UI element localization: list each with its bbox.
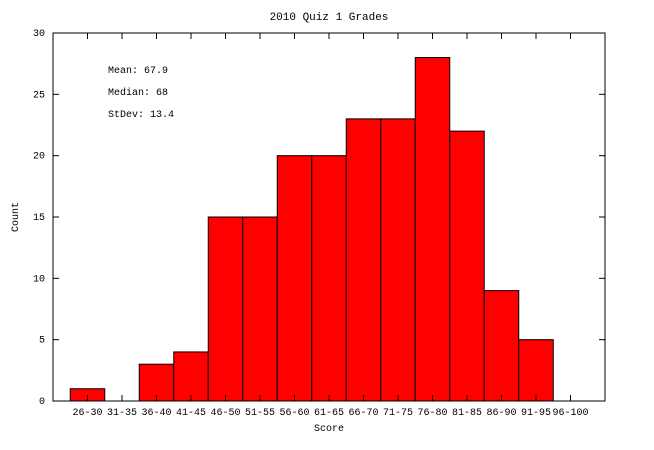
y-tick-label: 0 xyxy=(39,397,45,408)
bar-66-70 xyxy=(345,118,382,402)
y-tick-label: 5 xyxy=(39,336,45,347)
y-tick-label: 15 xyxy=(33,213,45,224)
bar-76-80 xyxy=(414,57,451,402)
bar-36-40 xyxy=(138,363,175,402)
chart-title: 2010 Quiz 1 Grades xyxy=(270,12,389,24)
axes-group: 0 5 10 15 20 25 30 26-30 31-35 36-40 41-45 46-50 51-… xyxy=(33,29,606,419)
bar-86-90 xyxy=(483,290,520,402)
x-tick-label: 61-65 xyxy=(314,408,344,419)
bar-71-75 xyxy=(380,118,416,402)
y-tick-label: 20 xyxy=(33,152,45,163)
y-tick-label: 25 xyxy=(33,90,45,101)
bar-56-60 xyxy=(276,155,313,402)
x-tick-label: 36-40 xyxy=(141,408,171,419)
median-annotation: Median: 68 xyxy=(108,87,168,99)
bar-61-65 xyxy=(311,155,347,402)
stdev-annotation: StDev: 13.4 xyxy=(108,110,174,121)
x-tick-label: 81-85 xyxy=(452,408,482,419)
y-tick-label: 10 xyxy=(33,274,45,285)
bar-46-50 xyxy=(207,216,244,402)
x-axis-label: Score xyxy=(314,424,344,435)
bar-41-45 xyxy=(173,351,209,402)
x-tick-label: 56-60 xyxy=(279,408,309,419)
bar-81-85 xyxy=(449,130,485,402)
x-tick-label: 86-90 xyxy=(486,408,516,419)
mean-annotation: Mean: 67.9 xyxy=(108,66,168,77)
bar-91-95 xyxy=(518,339,554,402)
x-tick-label: 91-95 xyxy=(521,408,551,419)
x-tick-label: 26-30 xyxy=(72,408,102,419)
statistics-annotations: Mean: 67.9 Median: 68 StDev: 13.4 xyxy=(108,66,174,121)
x-tick-label: 51-55 xyxy=(245,408,275,419)
x-tick-label: 41-45 xyxy=(176,408,206,419)
x-tick-label: 31-35 xyxy=(107,408,137,419)
bar-51-55 xyxy=(242,216,278,402)
y-tick-label: 30 xyxy=(33,29,45,40)
bars-group xyxy=(69,57,554,402)
x-tick-label: 71-75 xyxy=(383,408,413,419)
x-tick-label: 96-100 xyxy=(552,408,588,419)
x-tick-label: 46-50 xyxy=(210,408,240,419)
y-axis-label: Count xyxy=(11,202,22,232)
x-tick-label: 76-80 xyxy=(417,408,447,419)
x-tick-label: 66-70 xyxy=(348,408,378,419)
